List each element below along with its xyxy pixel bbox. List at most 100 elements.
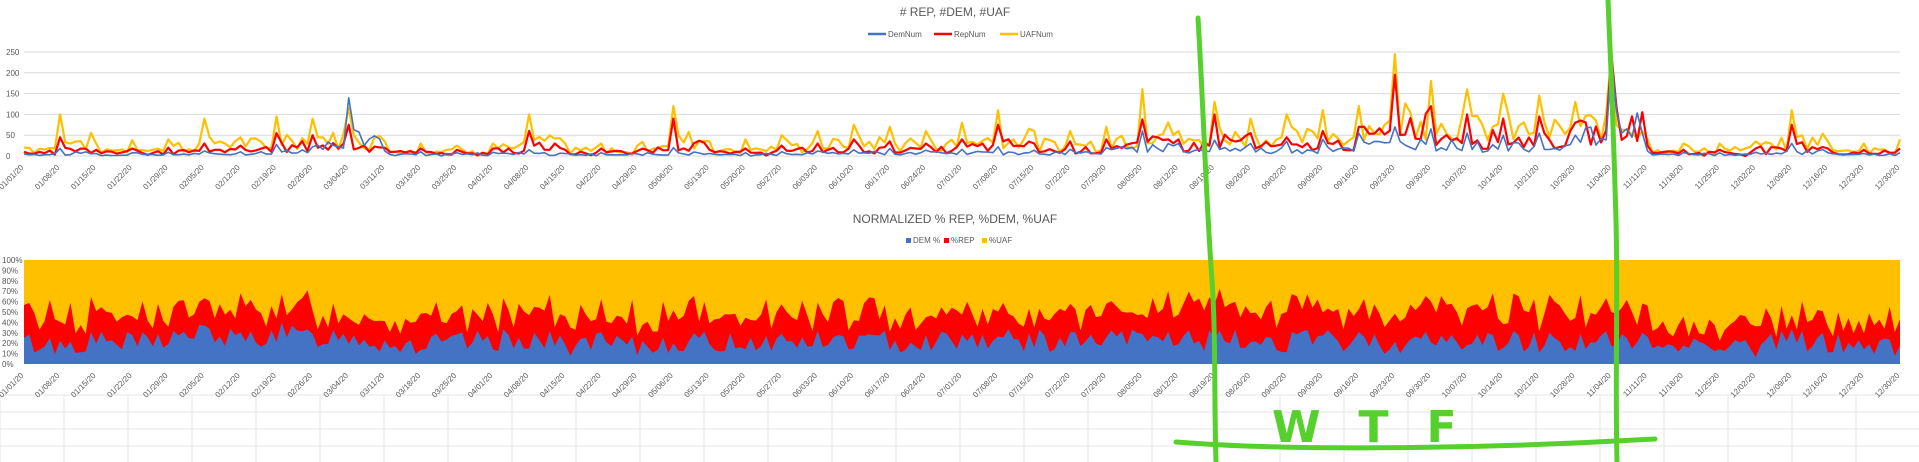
x-tick-label: 02/12/20: [213, 163, 242, 192]
y-tick-label: 100: [6, 110, 20, 119]
x-tick-label: 09/30/20: [1404, 163, 1433, 192]
x-tick-label: 07/22/20: [1043, 163, 1072, 192]
sheet-cell-gridlines: [0, 394, 1919, 462]
x-tick-label: 06/24/20: [899, 163, 928, 192]
y-tick-label: 80%: [2, 277, 18, 286]
x-tick-label: 05/06/20: [646, 163, 675, 192]
x-tick-label: 03/25/20: [430, 163, 459, 192]
x-tick-label: 07/08/20: [971, 163, 1000, 192]
x-tick-label: 07/01/20: [935, 163, 964, 192]
x-tick-label: 04/29/20: [610, 163, 639, 192]
legend-swatch: [982, 238, 987, 243]
y-tick-label: 30%: [2, 329, 18, 338]
y-tick-label: 90%: [2, 266, 18, 275]
x-tick-label: 09/02/20: [1260, 163, 1289, 192]
x-tick-label: 02/19/20: [250, 163, 279, 192]
x-tick-label: 02/26/20: [286, 163, 315, 192]
chart-title: NORMALIZED % REP, %DEM, %UAF: [853, 212, 1057, 226]
y-tick-label: 200: [6, 69, 20, 78]
x-tick-label: 10/07/20: [1440, 163, 1469, 192]
legend-label: DemNum: [888, 30, 922, 39]
x-tick-label: 08/05/20: [1115, 163, 1144, 192]
annotation-text: WTF: [1272, 402, 1495, 453]
x-tick-label: 03/18/20: [394, 163, 423, 192]
x-tick-label: 11/11/20: [1621, 371, 1649, 399]
x-tick-label: 01/29/20: [141, 163, 170, 192]
x-tick-label: 12/02/20: [1729, 163, 1758, 192]
x-tick-label: 10/21/20: [1512, 163, 1541, 192]
y-tick-label: 50%: [2, 308, 18, 317]
y-tick-label: 20%: [2, 339, 18, 348]
annotation-underline: [1173, 436, 1658, 451]
chart-legend: DEM % %REP %UAF: [906, 236, 1012, 245]
x-tick-label: 04/01/20: [466, 163, 495, 192]
x-tick-label: 11/18/20: [1657, 163, 1685, 191]
x-tick-label: 09/16/20: [1332, 163, 1361, 192]
x-tick-label: 05/27/20: [755, 163, 784, 192]
x-tick-label: 03/11/20: [358, 163, 386, 191]
y-axis-ticks: 250 200 150 100 50 0: [6, 48, 20, 161]
legend-label: %UAF: [989, 236, 1012, 245]
x-tick-label: 11/25/20: [1693, 163, 1721, 191]
x-tick-label: 12/30/20: [1873, 163, 1902, 192]
x-tick-label: 07/15/20: [1007, 163, 1036, 192]
series-area-dem: [24, 322, 1900, 364]
x-tick-label: 05/20/20: [719, 163, 748, 192]
y-tick-label: 250: [6, 48, 20, 57]
x-tick-label: 10/14/20: [1476, 163, 1505, 192]
x-tick-label: 01/01/20: [0, 163, 26, 192]
y-tick-label: 100%: [2, 256, 22, 265]
legend-swatch: [944, 238, 949, 243]
legend-label: %REP: [951, 236, 975, 245]
series-areas: [24, 260, 1900, 364]
legend-label: UAFNum: [1020, 30, 1053, 39]
y-tick-label: 70%: [2, 287, 18, 296]
series-line-uafnum: [23, 53, 1902, 157]
x-tick-label: 04/08/20: [502, 163, 531, 192]
annotation-left-line: [1195, 15, 1219, 462]
x-tick-label: 03/04/20: [322, 163, 351, 192]
y-tick-label: 60%: [2, 298, 18, 307]
legend-label: DEM %: [913, 236, 940, 245]
x-tick-label: 01/08/20: [33, 163, 62, 192]
x-tick-label: 08/12/20: [1151, 163, 1180, 192]
x-tick-label: 12/23/20: [1837, 163, 1866, 192]
hand-drawn-annotation: WTF: [1173, 0, 1658, 462]
y-tick-label: 10%: [2, 350, 18, 359]
x-tick-label: 04/15/20: [538, 163, 567, 192]
y-tick-label: 40%: [2, 318, 18, 327]
chart-gridlines: [24, 51, 1900, 157]
series-line-demnum: [23, 55, 1901, 157]
x-tick-label: 01/22/20: [105, 163, 134, 192]
x-tick-label: 05/13/20: [682, 163, 711, 192]
x-tick-label: 11/11/20: [1621, 163, 1649, 191]
x-tick-label: 01/15/20: [69, 163, 98, 192]
x-tick-label: 09/09/20: [1296, 163, 1325, 192]
y-tick-label: 0: [6, 152, 11, 161]
y-tick-label: 150: [6, 90, 20, 99]
x-tick-label: 11/04/20: [1585, 163, 1613, 191]
annotation-right-line: [1605, 0, 1620, 462]
x-tick-label: 04/22/20: [574, 163, 603, 192]
y-tick-label: 0%: [2, 360, 14, 369]
x-tick-label: 07/29/20: [1079, 163, 1108, 192]
y-axis-ticks: 100%90% 80%70% 60%50%40% 30%20% 10%0%: [2, 256, 22, 369]
legend-swatch: [906, 238, 911, 243]
x-tick-label: 06/17/20: [863, 163, 892, 192]
chart-title: # REP, #DEM, #UAF: [900, 5, 1010, 19]
legend-label: RepNum: [954, 30, 986, 39]
x-tick-label: 10/28/20: [1548, 163, 1577, 192]
x-tick-label: 06/10/20: [827, 163, 856, 192]
x-tick-label: 08/19/20: [1188, 163, 1217, 192]
x-tick-label: 02/05/20: [177, 163, 206, 192]
x-tick-label: 08/26/20: [1224, 163, 1253, 192]
x-tick-label: 12/09/20: [1765, 163, 1794, 192]
x-tick-label: 12/16/20: [1801, 163, 1830, 192]
series-lines: [23, 53, 1902, 158]
x-tick-label: 06/03/20: [791, 163, 820, 192]
y-tick-label: 50: [6, 131, 15, 140]
x-tick-label: 09/23/20: [1368, 163, 1397, 192]
chart-legend: DemNum RepNum UAFNum: [868, 30, 1053, 39]
